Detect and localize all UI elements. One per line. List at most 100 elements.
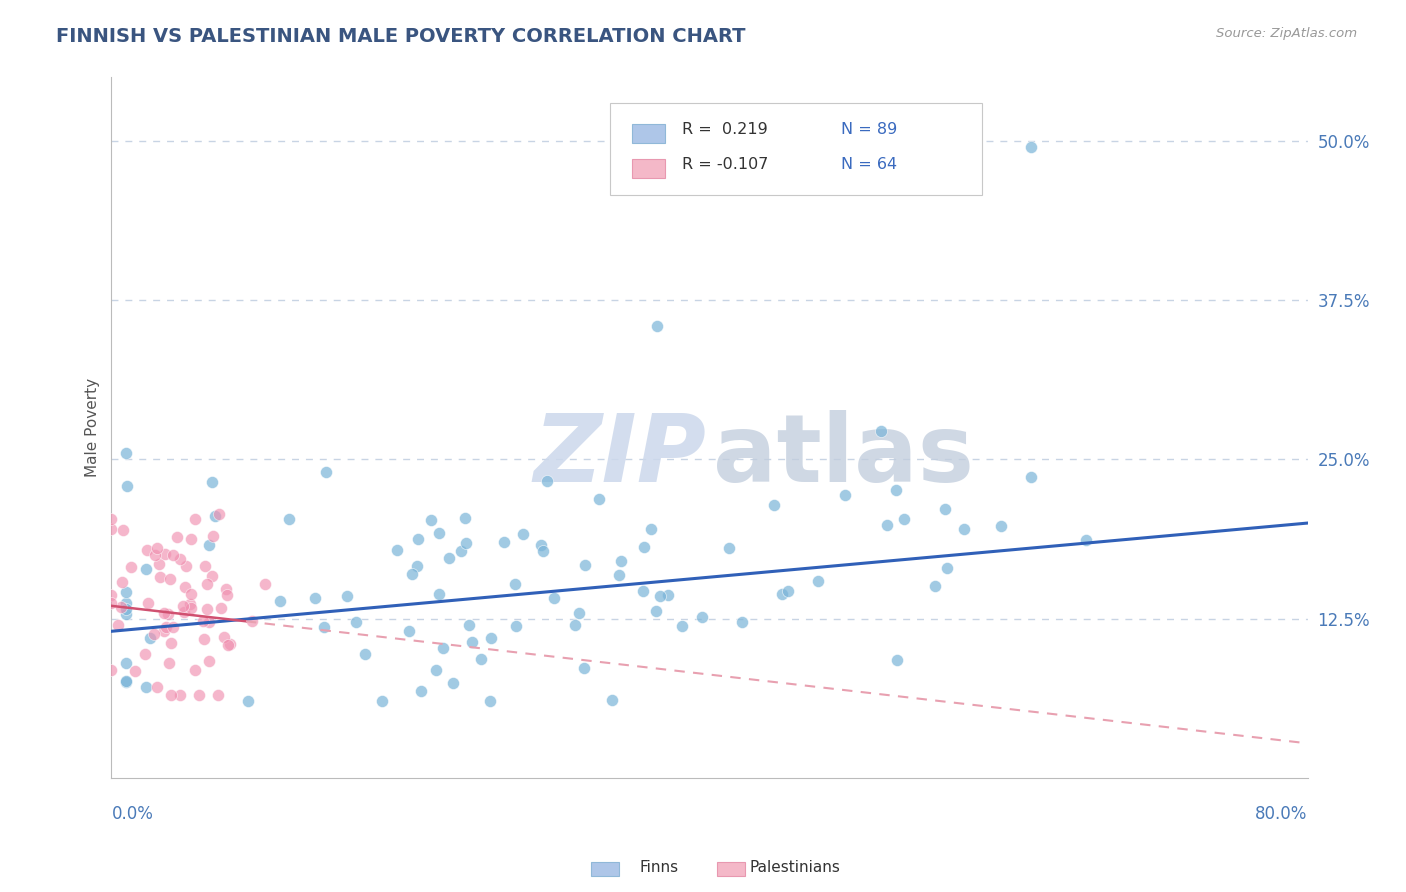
Point	[184, 512, 207, 526]
Point	[690, 609, 713, 624]
Point	[143, 548, 166, 562]
Point	[572, 660, 595, 674]
Point	[876, 517, 898, 532]
Point	[135, 680, 157, 694]
Point	[505, 619, 527, 633]
Point	[208, 507, 231, 521]
Point	[145, 680, 167, 694]
Point	[953, 522, 976, 536]
Text: R =  0.219: R = 0.219	[682, 122, 768, 137]
Point	[169, 688, 191, 702]
Point	[100, 596, 122, 610]
Point	[156, 607, 179, 622]
Point	[136, 542, 159, 557]
Point	[588, 492, 610, 507]
Point	[770, 586, 793, 600]
Y-axis label: Male Poverty: Male Poverty	[86, 378, 100, 477]
Point	[530, 538, 553, 552]
Point	[269, 593, 291, 607]
Point	[717, 541, 740, 555]
Text: Source: ZipAtlas.com: Source: ZipAtlas.com	[1216, 27, 1357, 40]
Point	[193, 632, 215, 647]
Point	[240, 614, 263, 628]
Point	[990, 518, 1012, 533]
Point	[115, 585, 138, 599]
Point	[201, 529, 224, 543]
Point	[437, 550, 460, 565]
FancyBboxPatch shape	[631, 159, 665, 178]
Point	[893, 511, 915, 525]
Point	[180, 587, 202, 601]
Point	[153, 606, 176, 620]
Point	[354, 647, 377, 661]
Point	[398, 624, 420, 638]
Point	[1076, 533, 1098, 547]
Point	[336, 589, 359, 603]
Point	[187, 688, 209, 702]
Point	[470, 652, 492, 666]
Point	[657, 588, 679, 602]
Point	[204, 509, 226, 524]
Point	[631, 584, 654, 599]
Point	[536, 474, 558, 488]
Point	[1019, 140, 1042, 154]
Point	[460, 635, 482, 649]
Point	[149, 570, 172, 584]
Point	[115, 601, 138, 615]
Point	[142, 626, 165, 640]
Point	[458, 618, 481, 632]
Point	[218, 637, 240, 651]
Point	[173, 605, 195, 619]
Point	[277, 512, 299, 526]
FancyBboxPatch shape	[631, 124, 665, 143]
Point	[212, 630, 235, 644]
FancyBboxPatch shape	[610, 103, 983, 195]
Point	[107, 618, 129, 632]
Point	[411, 684, 433, 698]
Point	[135, 562, 157, 576]
Point	[503, 577, 526, 591]
Point	[454, 511, 477, 525]
Point	[934, 501, 956, 516]
Point	[207, 688, 229, 702]
Point	[197, 653, 219, 667]
Point	[209, 601, 232, 615]
Point	[776, 583, 799, 598]
Point	[115, 657, 138, 671]
Point	[115, 479, 138, 493]
Point	[201, 569, 224, 583]
Point	[427, 526, 450, 541]
Point	[479, 631, 502, 645]
Point	[155, 620, 177, 634]
Point	[924, 579, 946, 593]
Point	[648, 590, 671, 604]
Point	[155, 547, 177, 561]
Point	[172, 599, 194, 613]
Point	[201, 475, 224, 489]
Point	[568, 606, 591, 620]
Point	[304, 591, 326, 605]
Point	[254, 577, 277, 591]
Point	[427, 587, 450, 601]
Point	[195, 601, 218, 615]
Text: R = -0.107: R = -0.107	[682, 158, 768, 172]
Point	[543, 591, 565, 605]
Point	[169, 552, 191, 566]
Point	[432, 641, 454, 656]
Point	[120, 560, 142, 574]
Point	[100, 511, 122, 525]
Point	[195, 576, 218, 591]
Point	[371, 694, 394, 708]
Point	[602, 692, 624, 706]
Point	[671, 619, 693, 633]
Point	[884, 483, 907, 498]
Text: N = 89: N = 89	[841, 122, 897, 137]
Point	[159, 688, 181, 702]
Point	[157, 656, 180, 670]
Text: Finns: Finns	[640, 860, 679, 874]
Point	[762, 499, 785, 513]
Point	[886, 652, 908, 666]
Point	[633, 540, 655, 554]
Point	[215, 582, 238, 596]
Point	[162, 620, 184, 634]
